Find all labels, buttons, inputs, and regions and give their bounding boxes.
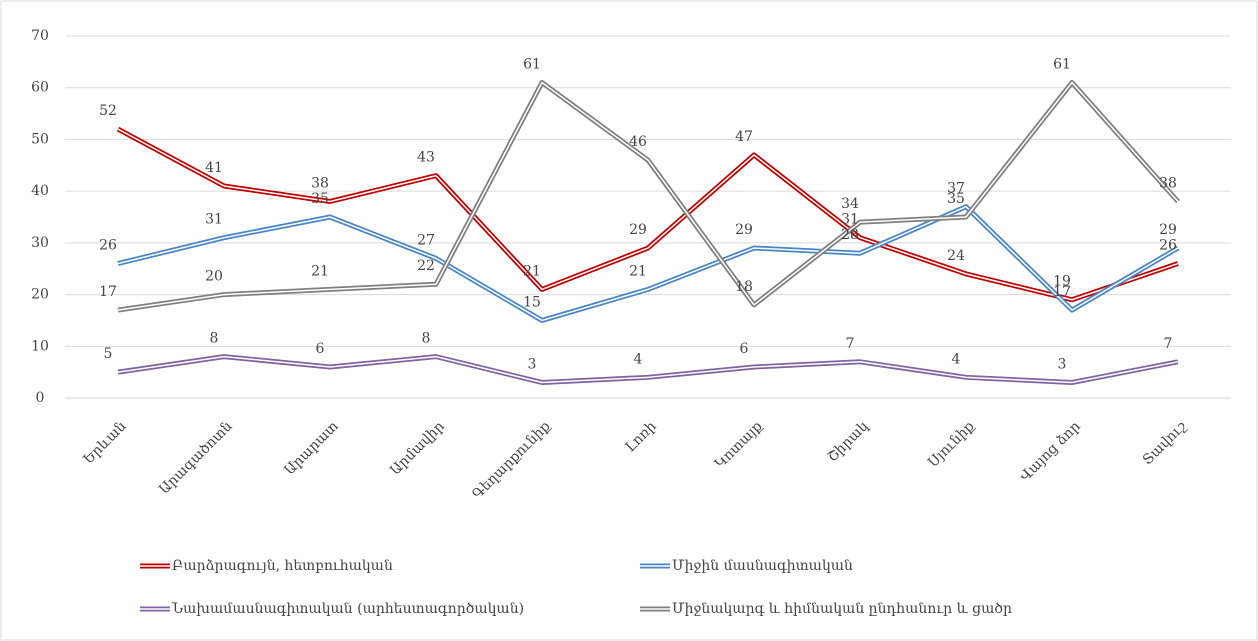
- data-label: 21: [629, 263, 647, 279]
- data-label: 24: [947, 248, 965, 264]
- data-label: 61: [523, 57, 541, 73]
- data-label: 52: [99, 103, 117, 119]
- data-label: 38: [311, 175, 329, 191]
- data-label: 27: [417, 232, 435, 248]
- y-tick-label: 40: [31, 183, 49, 199]
- data-label: 22: [417, 258, 435, 274]
- data-label: 4: [952, 351, 961, 367]
- data-label: 29: [1159, 222, 1177, 238]
- data-label: 8: [422, 331, 431, 347]
- y-tick-label: 10: [31, 338, 49, 354]
- data-label: 35: [947, 191, 965, 207]
- y-tick-label: 60: [31, 80, 49, 96]
- data-label: 19: [1053, 274, 1071, 290]
- y-tick-label: 20: [31, 287, 49, 303]
- data-label: 6: [740, 341, 749, 357]
- y-tick-label: 50: [31, 131, 49, 147]
- series-line-highlight: [117, 355, 1179, 384]
- data-label: 29: [629, 222, 647, 238]
- data-label: 61: [1053, 57, 1071, 73]
- legend-label: Նախամասնագիտական (արհեստագործական): [171, 601, 524, 617]
- data-label: 8: [210, 331, 219, 347]
- data-label: 43: [417, 150, 435, 166]
- data-label: 20: [205, 269, 223, 285]
- data-label: 17: [1053, 284, 1071, 300]
- data-label: 26: [1159, 238, 1177, 254]
- data-label: 29: [735, 222, 753, 238]
- data-label: 21: [523, 263, 541, 279]
- data-label: 6: [316, 341, 325, 357]
- data-label: 41: [205, 160, 223, 176]
- series-line-highlight: [117, 81, 1179, 311]
- legend-label: Բարձրագույն, հետբուհական: [172, 558, 393, 574]
- data-label: 3: [1058, 356, 1067, 372]
- data-label: 5: [104, 346, 113, 362]
- legend-label: Միջին մասնագիտական: [672, 558, 853, 574]
- legend-label: Միջնակարգ և հիմնական ընդհանուր և ցածր: [672, 601, 1012, 617]
- y-tick-label: 30: [31, 235, 49, 251]
- series-line-highlight: [117, 128, 1179, 301]
- data-label: 21: [311, 263, 329, 279]
- data-label: 28: [841, 227, 859, 243]
- data-label: 4: [634, 351, 643, 367]
- data-label: 46: [629, 134, 647, 150]
- data-label: 7: [1164, 336, 1173, 352]
- data-label: 18: [735, 279, 753, 295]
- data-label: 3: [528, 356, 537, 372]
- y-tick-label: 70: [31, 28, 49, 44]
- data-label: 37: [947, 181, 965, 197]
- data-label: 34: [841, 196, 859, 212]
- data-label: 31: [205, 212, 223, 228]
- data-label: 15: [523, 294, 541, 310]
- series-line-highlight: [117, 205, 1179, 322]
- data-label: 47: [735, 129, 753, 145]
- data-label: 26: [99, 238, 117, 254]
- data-label: 17: [99, 284, 117, 300]
- data-label: 7: [846, 336, 855, 352]
- data-label: 38: [1159, 175, 1177, 191]
- data-label: 31: [841, 212, 859, 228]
- data-label: 35: [311, 191, 329, 207]
- y-tick-label: 0: [36, 390, 45, 406]
